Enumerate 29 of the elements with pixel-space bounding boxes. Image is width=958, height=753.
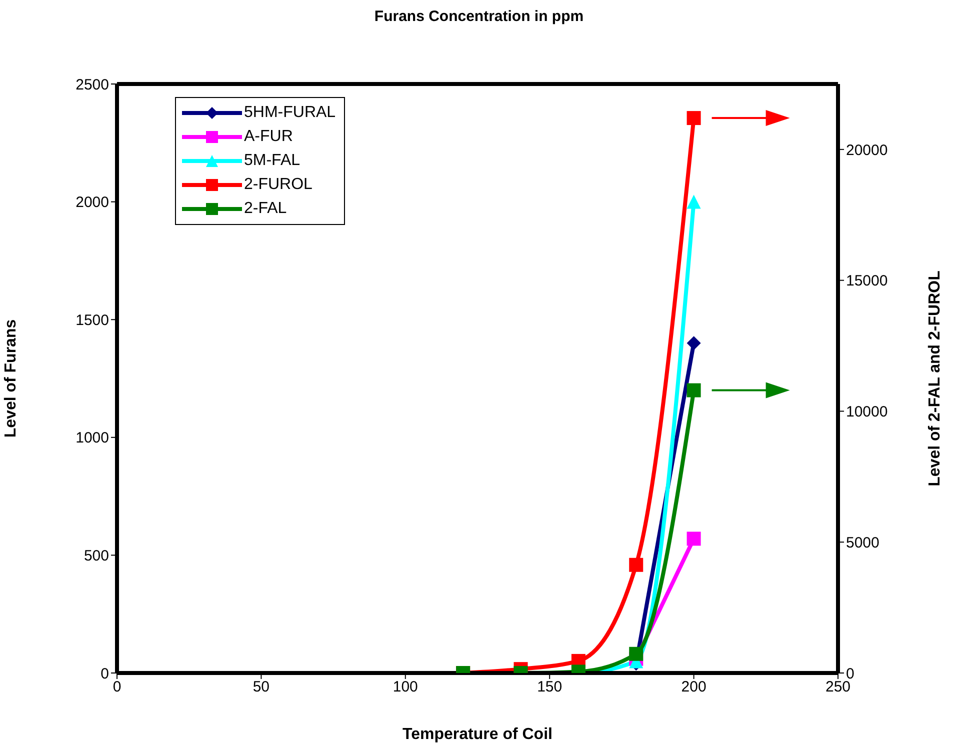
y2-tick-label: 15000 — [846, 272, 888, 290]
y2-axis-title: Level of 2-FAL and 2-FUROL — [926, 270, 944, 486]
y-tick-label: 0 — [100, 665, 109, 682]
legend-label: 5M-FAL — [244, 152, 300, 170]
y-tick-label: 2500 — [76, 76, 109, 94]
legend-label: 5HM-FURAL — [244, 104, 336, 122]
y2-tick-label: 5000 — [846, 534, 880, 552]
point — [686, 336, 701, 350]
y-axis-title: Level of Furans — [2, 319, 20, 438]
y-tick-label: 1500 — [76, 312, 109, 329]
chart-title: Furans Concentration in ppm — [373, 8, 585, 25]
y-tick-label: 1000 — [76, 430, 109, 447]
point — [686, 532, 701, 546]
y2-tick-label: 20000 — [846, 142, 888, 159]
point — [686, 111, 701, 126]
x-tick-label: 0 — [112, 678, 122, 696]
y-tick-label: 2000 — [76, 194, 109, 212]
legend-label: A-FUR — [244, 128, 293, 146]
x-tick-label: 50 — [252, 678, 270, 696]
x-tick-label: 150 — [537, 678, 562, 696]
x-tick-label: 200 — [681, 678, 706, 696]
x-tick-label: 100 — [392, 678, 418, 696]
y-tick-label: 500 — [84, 548, 109, 565]
y2-tick-label: 10000 — [846, 404, 888, 421]
point — [629, 558, 644, 572]
point — [686, 383, 701, 398]
x-axis-title: Temperature of Coil — [402, 726, 552, 743]
legend-label: 2-FUROL — [244, 176, 312, 194]
legend-label: 2-FAL — [244, 200, 287, 218]
